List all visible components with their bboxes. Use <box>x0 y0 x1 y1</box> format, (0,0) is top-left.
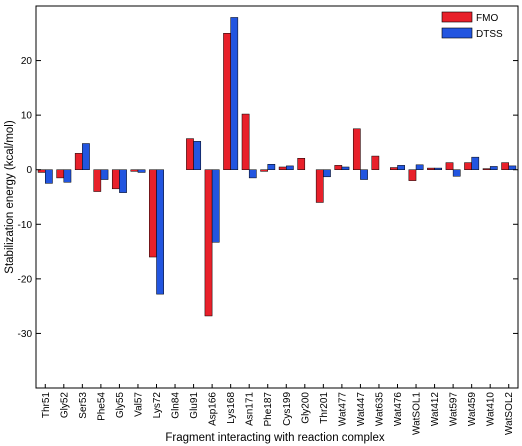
bar-fmo-wat597 <box>445 162 454 170</box>
bar-dtss-wat597 <box>452 169 461 177</box>
bar-fmo-gly55 <box>111 169 120 190</box>
bar-fmo-lys72 <box>149 169 157 258</box>
legend-label-fmo: FMO <box>476 13 498 24</box>
x-tick-label: Wat476 <box>393 392 404 427</box>
legend-swatch-dtss <box>441 27 473 39</box>
bar-dtss-wat412 <box>434 167 443 170</box>
bar-dtss-cys199 <box>286 165 294 170</box>
x-tick-label: Gln84 <box>171 392 182 419</box>
x-tick-label: Wat477 <box>337 392 348 427</box>
bar-fmo-phe187 <box>260 169 268 172</box>
x-tick-label: Gly52 <box>59 392 70 419</box>
legend-swatch-fmo <box>441 11 473 23</box>
bar-fmo-thr201 <box>315 169 324 203</box>
x-tick-label: Wat447 <box>356 392 367 427</box>
bar-fmo-asn171 <box>241 113 250 170</box>
bar-dtss-watsol2 <box>508 165 517 170</box>
x-tick-label: Val57 <box>133 392 144 417</box>
bar-fmo-wat635 <box>371 155 380 170</box>
y-tick-label: 10 <box>21 111 33 122</box>
y-tick-label: 0 <box>26 165 32 176</box>
x-tick-label: Asn171 <box>245 392 256 426</box>
x-tick-label: Wat459 <box>467 392 478 427</box>
bar-dtss-watsol1 <box>415 164 424 170</box>
plot-area <box>35 5 519 389</box>
bar-fmo-watsol2 <box>501 162 509 170</box>
x-tick-label: Lys168 <box>226 392 237 424</box>
x-tick-label: Thr51 <box>41 392 52 419</box>
bar-fmo-lys168 <box>223 33 231 170</box>
x-tick-label: Wat412 <box>430 392 441 427</box>
x-tick-label: WatSOL2 <box>504 392 515 435</box>
x-axis-title: Fragment interacting with reaction compl… <box>165 432 384 444</box>
bar-dtss-gly55 <box>119 169 127 193</box>
bar-fmo-asp166 <box>204 169 213 317</box>
bar-dtss-thr201 <box>323 169 331 178</box>
bar-fmo-cys199 <box>278 166 287 170</box>
x-tick-label: Asp166 <box>208 392 219 426</box>
bar-dtss-wat477 <box>341 166 350 170</box>
bar-dtss-lys168 <box>230 17 239 170</box>
bar-fmo-watsol1 <box>408 169 417 181</box>
x-tick-label: Lys72 <box>152 392 163 419</box>
bar-fmo-val57 <box>130 169 139 172</box>
y-tick-label: -10 <box>18 220 33 231</box>
bars-group <box>37 17 517 317</box>
bar-dtss-gly52 <box>63 169 72 183</box>
bar-fmo-wat447 <box>352 128 361 170</box>
bar-dtss-wat410 <box>489 166 498 170</box>
y-tick-label: 20 <box>21 56 33 67</box>
x-tick-label: Gly200 <box>300 392 311 424</box>
bar-fmo-ser53 <box>74 153 83 170</box>
bar-dtss-ser53 <box>82 143 90 170</box>
bar-dtss-thr51 <box>45 169 53 184</box>
bar-fmo-gly52 <box>56 169 65 179</box>
bar-dtss-lys72 <box>156 169 164 295</box>
y-axis-title: Stabilization energy (kcal/mol) <box>4 120 16 274</box>
y-tick-label: -20 <box>18 274 33 285</box>
bar-dtss-wat447 <box>360 169 368 180</box>
y-axis: -30 -20 -10 0 10 20 <box>18 56 518 340</box>
bar-dtss-wat459 <box>471 156 480 170</box>
bar-dtss-val57 <box>137 169 146 173</box>
x-tick-label: Glu91 <box>189 392 200 419</box>
bar-dtss-wat476 <box>397 165 405 170</box>
x-tick-label: Phe54 <box>96 392 107 421</box>
bar-fmo-wat476 <box>390 167 398 170</box>
x-tick-label: Cys199 <box>282 392 293 426</box>
x-tick-label: WatSOL1 <box>412 392 423 435</box>
legend: FMO DTSS <box>441 11 503 40</box>
legend-label-dtss: DTSS <box>476 29 503 40</box>
x-axis: Thr51 Gly52 Ser53 Phe54 Gly55 Val57 Lys72 Gln84… <box>41 384 515 435</box>
bar-fmo-wat459 <box>464 162 472 170</box>
bar-fmo-wat412 <box>427 167 435 170</box>
x-tick-label: Phe187 <box>263 392 274 427</box>
bar-fmo-gly200 <box>297 158 306 170</box>
bar-dtss-asn171 <box>248 169 257 179</box>
bar-dtss-glu91 <box>193 141 202 170</box>
x-tick-label: Thr201 <box>319 392 330 424</box>
bar-dtss-phe54 <box>100 169 109 180</box>
bar-dtss-asp166 <box>211 169 220 243</box>
x-tick-label: Gly55 <box>115 392 126 419</box>
x-tick-label: Wat635 <box>374 392 385 427</box>
bar-fmo-wat410 <box>482 168 491 170</box>
x-tick-label: Wat597 <box>449 392 460 427</box>
bar-fmo-wat477 <box>334 165 343 170</box>
x-tick-label: Ser53 <box>78 392 89 419</box>
x-tick-label: Wat410 <box>486 392 497 427</box>
bar-fmo-glu91 <box>186 138 194 170</box>
y-tick-label: -30 <box>18 329 33 340</box>
bar-fmo-phe54 <box>93 169 102 192</box>
bar-dtss-phe187 <box>267 164 276 170</box>
